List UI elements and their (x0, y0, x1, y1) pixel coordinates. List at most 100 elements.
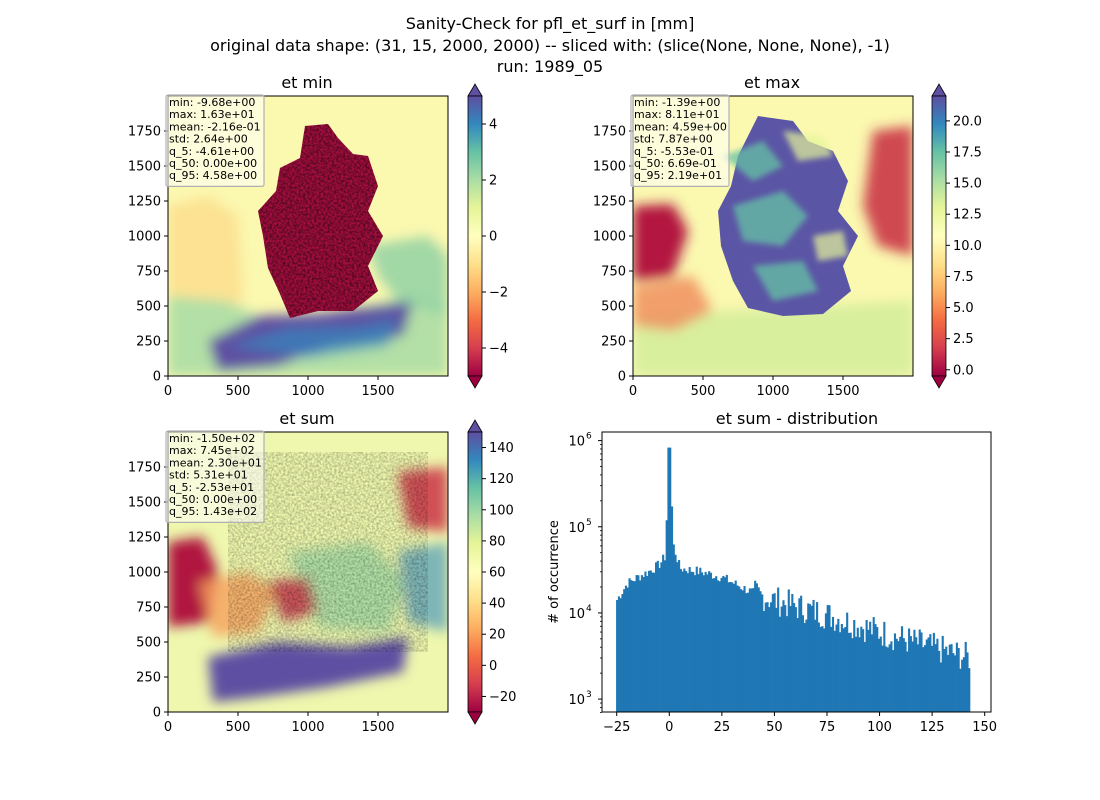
map-region-sw-orange (633, 276, 713, 331)
histogram-bar (748, 588, 751, 712)
x-tick-label: 1500 (361, 720, 394, 735)
colorbar-tick-label: 15.0 (953, 177, 982, 192)
histogram-bar (902, 638, 905, 712)
x-tick-label: 75 (819, 720, 836, 735)
histogram-bar (807, 603, 810, 712)
histogram-bar (886, 647, 889, 712)
axes-et-max: 0 500 1000 1500 0 250 500 750 1000 1250 1500 1750 (593, 125, 860, 400)
stats-line: q_95: 4.58e+00 (169, 169, 257, 182)
heatmap-et-sum (167, 431, 449, 713)
colorbar-tick-label: −4 (489, 342, 508, 357)
stats-line: q_50: 6.69e-01 (634, 157, 717, 170)
y-tick-label: 1250 (593, 195, 626, 210)
histogram-bar (669, 447, 672, 712)
histogram-bar (964, 641, 967, 712)
histogram-bar (670, 506, 674, 712)
histogram-bar (693, 575, 697, 712)
map-region-south-green (633, 301, 913, 376)
histogram-bar (900, 626, 904, 712)
colorbar-extend-min (467, 711, 483, 725)
histogram-bar (877, 638, 881, 712)
y-tick-label: 250 (136, 335, 161, 350)
histogram-bar (630, 580, 633, 712)
histogram-bar (729, 582, 732, 712)
y-tick-label: 10 (568, 607, 585, 622)
histogram-bar (738, 586, 741, 712)
histogram-bar (849, 632, 852, 712)
x-tick-label: 25 (714, 720, 731, 735)
histogram-bar (702, 575, 705, 712)
x-tick-label: 0 (629, 384, 637, 399)
axes-et-min: 0 500 1000 1500 0 250 500 750 1000 1250 1500 1750 (128, 125, 395, 400)
histogram-bar (639, 580, 642, 712)
histogram-bar (923, 645, 927, 712)
x-tick-label: 500 (226, 384, 251, 399)
histogram-bar (658, 568, 661, 712)
stats-line: std: 2.64e+00 (169, 133, 248, 146)
histogram-bar (929, 634, 932, 712)
map-region-east-green (368, 236, 448, 316)
histogram-bar (908, 628, 911, 712)
histogram-bar (950, 644, 953, 712)
histogram-bar (952, 653, 955, 712)
panel-title-et-max: et max (744, 73, 800, 92)
map-region-blue-south (208, 637, 408, 702)
colorbar-et-min: 4 2 0 −2 −4 (467, 83, 508, 389)
histogram-bar (805, 619, 808, 712)
x-tick-label: 500 (226, 720, 251, 735)
histogram-bar (743, 586, 746, 712)
y-tick-label: 1000 (128, 566, 161, 581)
y-tick-label: 1250 (128, 531, 161, 546)
histogram-bar (934, 644, 937, 712)
histogram-bar (722, 575, 725, 712)
histogram-bar (821, 626, 824, 712)
y-tick-exponent: 6 (586, 432, 592, 442)
histogram-bar (764, 602, 767, 712)
histogram-bar (663, 560, 666, 712)
stats-box-frame (165, 430, 265, 524)
y-tick-exponent: 4 (586, 604, 592, 614)
histogram-bar (701, 572, 704, 712)
histogram-bar (844, 626, 847, 712)
histogram-bar (899, 636, 902, 712)
histogram-bar (932, 632, 935, 712)
colorbar-tick-label: 140 (489, 441, 514, 456)
histogram-bar (633, 581, 636, 712)
histogram-bar (842, 628, 845, 712)
histogram-bar (617, 596, 620, 712)
histogram-bar (954, 655, 957, 712)
histogram-bar (789, 606, 792, 712)
axes-et-sum: 0 500 1000 1500 0 250 500 750 1000 1250 1500 1750 (128, 461, 395, 736)
histogram-bar (662, 554, 665, 712)
y-tick-label: 750 (136, 601, 161, 616)
colorbar-tick-label: 120 (489, 472, 514, 487)
histogram-bar (858, 637, 861, 712)
histogram-bar (754, 580, 757, 712)
histogram-bar (798, 598, 801, 712)
histogram-bar (683, 568, 686, 712)
panel-title-et-min: et min (281, 73, 332, 92)
stats-box-frame (165, 94, 265, 188)
histogram-bar (892, 650, 895, 712)
histogram-bar (653, 572, 656, 712)
histogram-bar (966, 652, 969, 712)
histogram-bar (619, 598, 622, 712)
histogram-bar (941, 635, 944, 712)
histogram-bar (711, 578, 714, 712)
map-region-alps-blue (228, 318, 398, 358)
figure-title-line-2: original data shape: (31, 15, 2000, 2000… (210, 36, 890, 55)
colorbar-extend-max (467, 83, 483, 97)
y-tick-exponent: 5 (586, 518, 592, 528)
stats-line: q_50: 0.00e+00 (169, 493, 257, 506)
histogram-bar (893, 633, 897, 712)
histogram-bar (897, 641, 900, 712)
histogram-bar (961, 659, 964, 712)
x-tick-label: 125 (920, 720, 945, 735)
histogram-bar (647, 570, 651, 712)
histogram-bar (853, 619, 856, 712)
colorbar-tick-label: 12.5 (953, 208, 982, 223)
histogram-bar (856, 627, 859, 712)
histogram-bar (791, 593, 794, 712)
colorbar-tick-label: 0 (489, 230, 497, 245)
histogram-bar (812, 599, 815, 712)
